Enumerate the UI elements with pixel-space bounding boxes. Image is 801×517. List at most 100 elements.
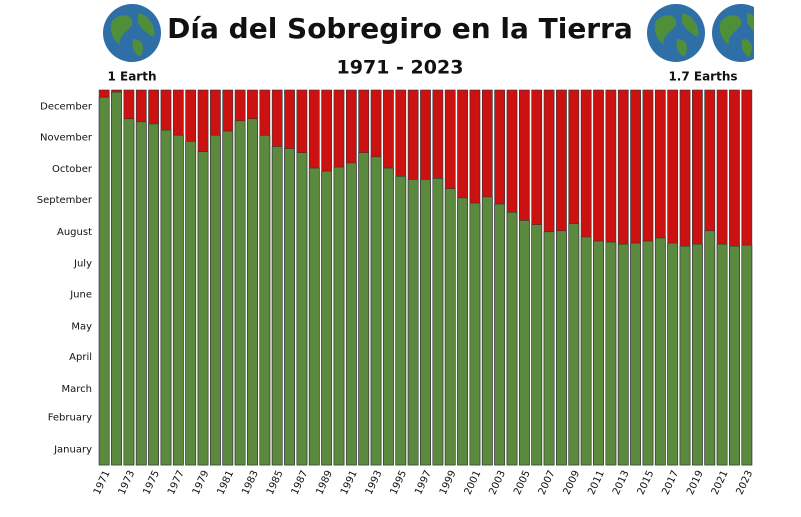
chart-title: Día del Sobregiro en la Tierra [167, 12, 633, 45]
bar [568, 223, 580, 466]
globe-icon [647, 4, 705, 62]
x-tick-label: 2001 [463, 469, 484, 497]
bar [222, 130, 234, 466]
x-tick-label: 2021 [710, 469, 731, 497]
y-tick-label: January [53, 445, 92, 456]
bar [519, 220, 530, 466]
bar [605, 241, 617, 466]
bar [296, 152, 308, 466]
bar [593, 240, 604, 466]
x-tick-label: 2019 [685, 469, 706, 497]
globe-icon [712, 4, 754, 62]
x-tick-label: 2009 [562, 469, 583, 497]
bar [506, 211, 518, 466]
x-tick-label: 1983 [240, 469, 261, 497]
bar [333, 166, 345, 466]
annotation: 1 Earth [107, 70, 156, 84]
y-tick-label: April [69, 352, 92, 363]
x-tick-label: 2003 [487, 469, 508, 497]
x-tick-label: 1985 [265, 469, 286, 497]
bar [370, 156, 382, 466]
bar [345, 162, 357, 466]
bar [679, 245, 691, 466]
x-tick-label: 2015 [636, 469, 657, 497]
x-tick-label: 1981 [215, 469, 236, 497]
x-tick-label: 1973 [117, 469, 138, 497]
bar [457, 197, 468, 466]
bar [135, 121, 147, 466]
bar [531, 224, 543, 466]
bar [111, 91, 122, 466]
y-tick-label: September [37, 195, 93, 206]
bar [284, 148, 295, 466]
x-tick-label: 2023 [735, 469, 756, 497]
bar [321, 170, 332, 466]
bar [358, 152, 370, 466]
bar [729, 245, 740, 466]
x-tick-label: 1997 [413, 469, 434, 497]
bar [172, 134, 184, 466]
bar [741, 244, 753, 466]
bar [556, 230, 567, 466]
bar [716, 243, 728, 466]
y-tick-label: June [69, 289, 92, 300]
y-tick-label: February [48, 413, 92, 424]
x-tick-label: 1995 [388, 469, 409, 497]
x-tick-label: 2013 [611, 469, 632, 497]
globe-icon [103, 4, 161, 62]
bar [494, 203, 506, 466]
y-tick-label: November [40, 132, 93, 143]
bar [469, 202, 481, 466]
bar [197, 151, 209, 466]
x-tick-label: 2005 [512, 469, 533, 497]
bar [98, 96, 110, 466]
bar [407, 179, 419, 466]
bar [704, 230, 716, 466]
x-tick-label: 2007 [537, 469, 558, 497]
bar [210, 134, 221, 466]
x-tick-label: 1993 [364, 469, 385, 497]
y-tick-label: March [62, 384, 92, 395]
bar [420, 179, 431, 466]
x-tick-label: 1999 [438, 469, 459, 497]
y-tick-label: October [52, 164, 93, 175]
y-tick-label: August [57, 227, 92, 238]
bar [543, 231, 555, 466]
bar [148, 123, 159, 466]
bar [383, 167, 394, 466]
bar [185, 141, 197, 466]
bar [444, 188, 456, 466]
x-tick-label: 1989 [314, 469, 335, 497]
bar [432, 178, 444, 466]
x-tick-label: 1987 [290, 469, 311, 497]
bar [123, 118, 135, 466]
x-tick-label: 1977 [166, 469, 187, 497]
bar [580, 236, 592, 466]
bar [234, 120, 246, 466]
bar [667, 242, 679, 466]
bar [395, 176, 407, 466]
bar [247, 118, 258, 466]
bar [654, 237, 666, 466]
bar [481, 196, 493, 466]
x-tick-label: 2011 [586, 469, 607, 497]
bar [692, 243, 703, 466]
bar [630, 242, 641, 466]
bar [642, 240, 654, 466]
bar [308, 167, 320, 466]
y-tick-label: May [71, 321, 92, 332]
chart-subtitle: 1971 - 2023 [337, 57, 464, 79]
x-tick-label: 2017 [660, 469, 681, 497]
bar [271, 146, 283, 466]
x-tick-label: 1975 [141, 469, 162, 497]
bar [259, 134, 271, 466]
bar [617, 243, 629, 466]
y-tick-label: December [40, 101, 93, 112]
x-tick-label: 1979 [191, 469, 212, 497]
y-tick-label: July [73, 259, 92, 270]
x-tick-label: 1971 [92, 469, 113, 497]
x-tick-label: 1991 [339, 469, 360, 497]
bar [160, 129, 172, 466]
annotation: 1.7 Earths [668, 70, 737, 84]
